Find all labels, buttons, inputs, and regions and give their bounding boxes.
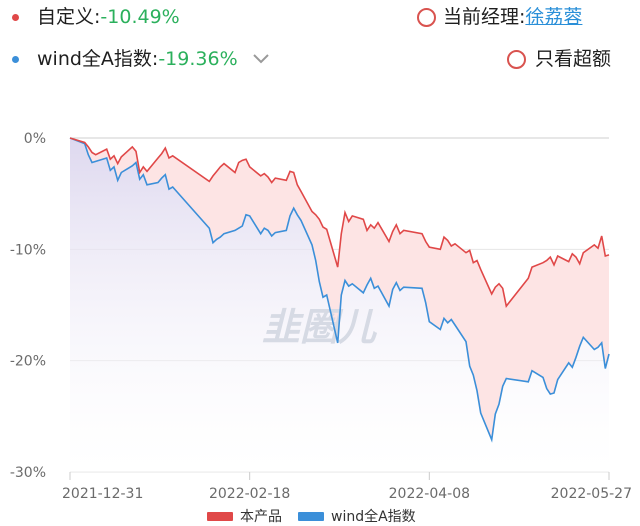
custom-series-legend: 自定义:-10.49% xyxy=(37,2,180,32)
y-tick-label: -30% xyxy=(10,465,46,481)
excess-only-label[interactable]: 只看超额 xyxy=(535,48,612,70)
x-axis: 2021-12-31 2022-02-18 2022-04-08 2022-05-27 xyxy=(62,472,632,502)
excess-return-area xyxy=(70,138,609,440)
header-row-index: wind全A指数:-19.36% 只看超额 xyxy=(0,44,640,74)
y-tick-label: -10% xyxy=(10,242,46,258)
y-tick-label: -20% xyxy=(10,354,46,370)
legend-label-index: wind全A指数 xyxy=(331,508,416,525)
chevron-down-icon[interactable] xyxy=(252,53,270,65)
index-area xyxy=(70,138,609,472)
index-line xyxy=(69,137,610,443)
custom-series-dot xyxy=(12,14,19,21)
y-axis: 0% -10% -20% -30% xyxy=(10,131,46,481)
custom-series-label: 自定义: xyxy=(37,6,101,28)
x-tick-label: 2022-04-08 xyxy=(389,486,470,502)
product-line xyxy=(69,137,610,308)
y-tick-label: 0% xyxy=(24,131,46,147)
legend-swatch-product xyxy=(207,512,233,521)
index-series-label: wind全A指数: xyxy=(37,48,159,70)
header-row-custom: 自定义:-10.49% 当前经理:徐荔蓉 xyxy=(0,2,640,32)
legend-swatch-index xyxy=(298,512,324,521)
x-tick-label: 2022-05-27 xyxy=(551,486,632,502)
x-tick-label: 2022-02-18 xyxy=(209,486,290,502)
current-manager: 当前经理:徐荔蓉 xyxy=(443,2,582,32)
legend-label-product: 本产品 xyxy=(240,509,282,525)
manager-name-link[interactable]: 徐荔蓉 xyxy=(525,6,583,28)
manager-radio-icon[interactable] xyxy=(417,8,436,27)
current-manager-label: 当前经理: xyxy=(443,6,526,28)
watermark: 韭圈儿 xyxy=(262,305,378,349)
index-series-value: -19.36% xyxy=(158,48,238,70)
x-tick-label: 2021-12-31 xyxy=(62,486,143,502)
index-series-legend[interactable]: wind全A指数:-19.36% xyxy=(37,44,238,74)
custom-series-value: -10.49% xyxy=(100,6,180,28)
legend: 本产品 wind全A指数 xyxy=(207,508,416,525)
index-series-dot xyxy=(12,56,19,63)
excess-radio-icon[interactable] xyxy=(507,50,526,69)
